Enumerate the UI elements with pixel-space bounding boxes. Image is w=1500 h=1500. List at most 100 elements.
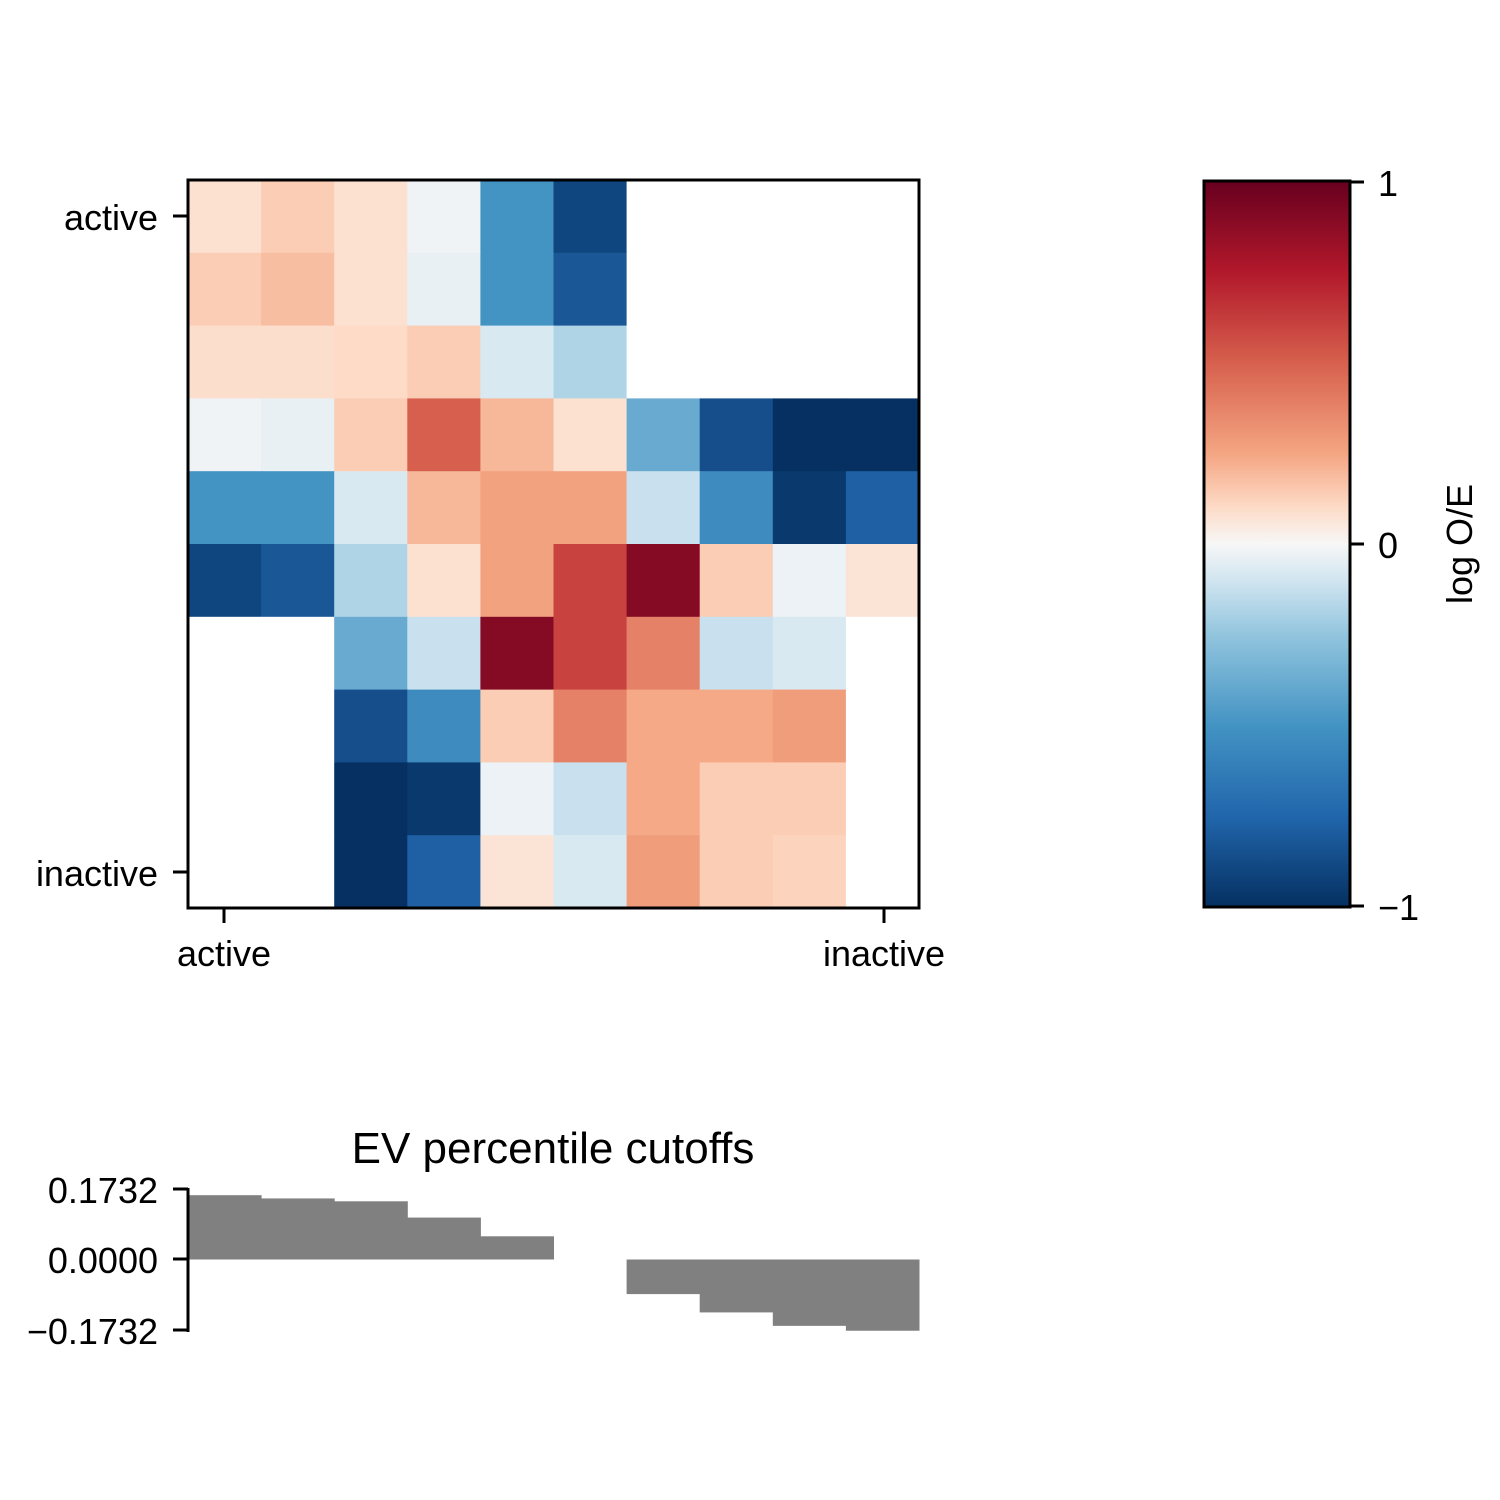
heatmap-cell [407,835,481,909]
bar-chart: EV percentile cutoffs 0.1732 0.0000 −0.1… [27,1124,920,1352]
heatmap-xtick-label: active [177,933,271,974]
heatmap-cell [261,616,335,691]
heatmap-cell [480,762,555,836]
bar [626,1259,701,1295]
heatmap-cell [334,325,408,399]
heatmap-cell [553,762,628,836]
heatmap-cell [480,544,555,618]
heatmap-cell [845,835,920,909]
bar [845,1259,920,1331]
heatmap-cell [626,689,701,763]
heatmap-cell [626,762,701,836]
heatmap-cell [553,616,628,691]
heatmap-cell [553,325,628,399]
heatmap-cell [261,471,335,545]
heatmap-cell [407,762,481,836]
bar-ytick-label: −0.1732 [27,1311,158,1352]
heatmap-cell [334,471,408,545]
heatmap-cell [626,544,701,618]
heatmap-cell [261,762,335,836]
colorbar-label: log O/E [1439,484,1480,604]
heatmap-cell [626,835,701,909]
heatmap-cell [553,252,628,327]
heatmap-cell [699,689,774,763]
heatmap: active inactive active inactive [36,178,945,974]
heatmap-cell [626,252,701,327]
heatmap-cell [845,180,920,254]
colorbar-tick-label: 1 [1378,163,1398,204]
heatmap-cell [334,616,408,691]
bar-ytick-label: 0.0000 [48,1240,158,1281]
heatmap-cell [553,835,628,909]
heatmap-cell [845,471,920,545]
heatmap-cell [261,180,335,254]
colorbar: 1 0 −1 log O/E [1202,163,1480,928]
heatmap-cell [699,180,774,254]
heatmap-cell [772,616,847,691]
heatmap-cell [480,689,555,763]
heatmap-cell [772,398,847,472]
bar [334,1201,408,1260]
heatmap-cell [845,398,920,472]
heatmap-cell [407,180,481,254]
heatmap-cell [699,835,774,909]
heatmap-cell [626,180,701,254]
heatmap-cell [188,398,262,472]
heatmap-cell [334,252,408,327]
bar [480,1236,554,1260]
colorbar-gradient [1204,181,1350,907]
heatmap-cell [772,252,847,327]
heatmap-cell [480,325,555,399]
heatmap-cell [407,471,481,545]
heatmap-cell [553,689,628,763]
heatmap-cell [772,180,847,254]
heatmap-cell [772,471,847,545]
heatmap-cell [188,544,262,618]
heatmap-xtick-label: inactive [823,933,945,974]
heatmap-cell [699,471,774,545]
heatmap-cell [845,544,920,618]
heatmap-cell [772,689,847,763]
heatmap-cell [261,544,335,618]
heatmap-cell [188,325,262,399]
heatmap-cell [407,398,481,472]
heatmap-cell [407,544,481,618]
heatmap-cell [261,398,335,472]
heatmap-cell [334,835,408,909]
heatmap-cell [553,471,628,545]
heatmap-cell [845,616,920,691]
heatmap-cell [626,398,701,472]
heatmap-cell [334,689,408,763]
bar-ytick-label: 0.1732 [48,1170,158,1211]
heatmap-cell [188,471,262,545]
bar [772,1259,847,1326]
heatmap-cell [699,252,774,327]
heatmap-cell [407,252,481,327]
heatmap-cell [188,180,262,254]
heatmap-cell [845,762,920,836]
heatmap-cell [699,616,774,691]
heatmap-cell [334,180,408,254]
heatmap-cell [407,325,481,399]
heatmap-cell [261,252,335,327]
heatmap-cell [699,544,774,618]
colorbar-tick-label: 0 [1378,525,1398,566]
heatmap-ytick-label: active [64,197,158,238]
heatmap-cell [261,689,335,763]
heatmap-cell [480,616,555,691]
heatmap-cell [188,252,262,327]
heatmap-cell [334,544,408,618]
heatmap-cell [845,689,920,763]
heatmap-cell [188,762,262,836]
heatmap-cell [699,762,774,836]
heatmap-ytick-label: inactive [36,853,158,894]
heatmap-cell [334,762,408,836]
heatmap-cell [772,544,847,618]
heatmap-cell [699,398,774,472]
bars [188,1195,920,1331]
heatmap-cell [626,616,701,691]
colorbar-tick-label: −1 [1378,887,1419,928]
heatmap-cell [772,762,847,836]
bar [261,1198,335,1260]
